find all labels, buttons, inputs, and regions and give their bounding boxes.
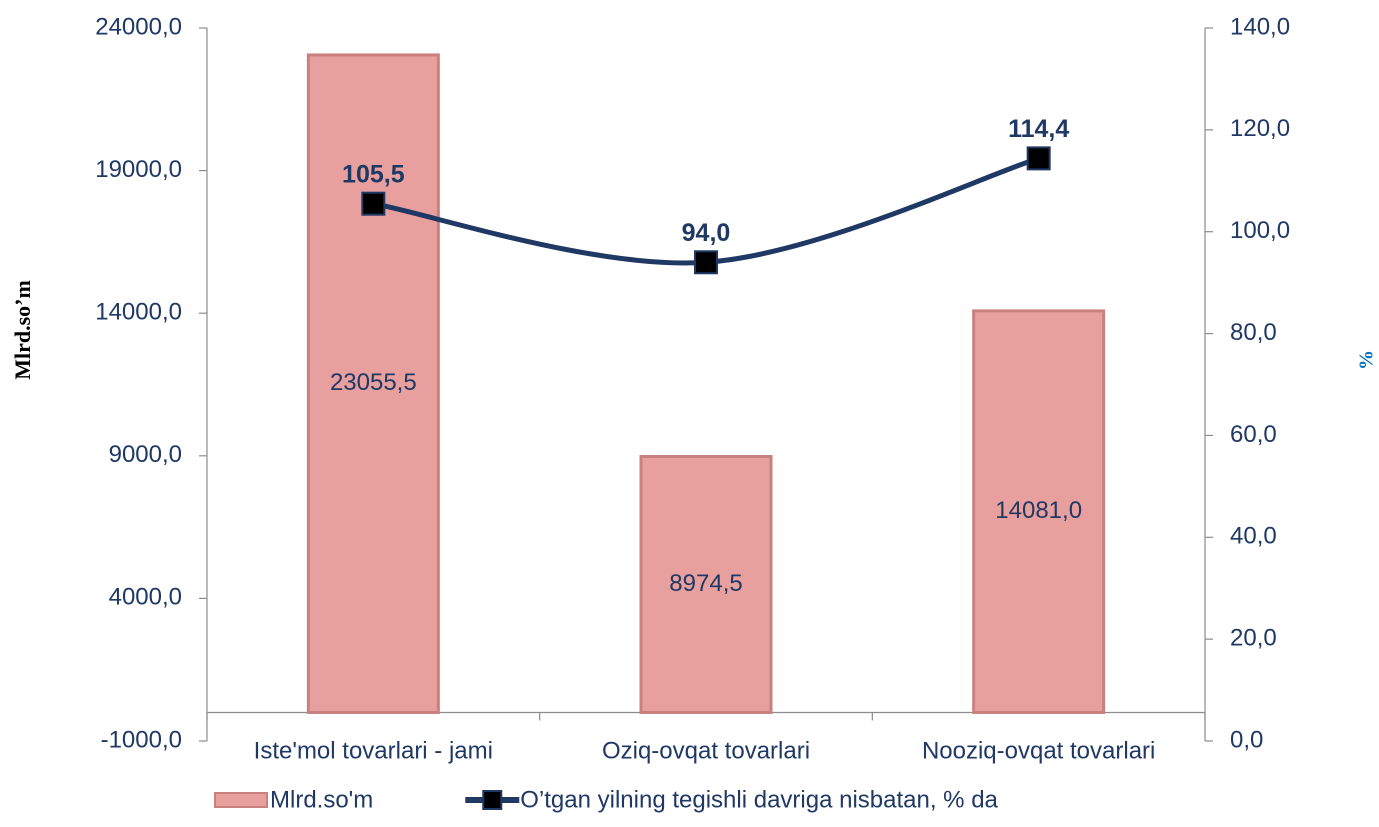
y2-tick-label: 60,0 bbox=[1230, 421, 1277, 448]
y2-tick-label: 140,0 bbox=[1230, 13, 1290, 40]
line-marker bbox=[1026, 146, 1051, 171]
bar bbox=[306, 53, 440, 714]
line-marker bbox=[361, 191, 386, 216]
x-tick-label: Oziq-ovqat tovarlari bbox=[602, 737, 810, 764]
bar bbox=[639, 455, 773, 714]
legend-label: O’tgan yilning tegishli davriga nisbatan… bbox=[520, 786, 998, 813]
legend-swatch bbox=[214, 792, 268, 808]
y2-tick-label: 0,0 bbox=[1230, 726, 1263, 753]
bar bbox=[972, 309, 1106, 714]
y2-tick-label: 120,0 bbox=[1230, 115, 1290, 142]
y-tick-label: 24000,0 bbox=[95, 13, 182, 40]
line-value-label: 105,5 bbox=[342, 160, 405, 188]
y2-tick-label: 80,0 bbox=[1230, 319, 1277, 346]
y-axis-title: Mlrd.so’m bbox=[10, 280, 35, 380]
line-value-label: 94,0 bbox=[682, 219, 731, 247]
y2-tick-label: 100,0 bbox=[1230, 217, 1290, 244]
bar-value-label: 14081,0 bbox=[995, 497, 1082, 524]
y-tick-label: 4000,0 bbox=[109, 584, 182, 611]
line-marker bbox=[694, 250, 718, 275]
bar-value-label: 8974,5 bbox=[669, 570, 742, 597]
legend-label: Mlrd.so'm bbox=[270, 786, 373, 813]
x-tick-label: Nooziq-ovqat tovarlari bbox=[922, 737, 1155, 764]
x-tick-label: Iste'mol tovarlari - jami bbox=[254, 737, 493, 764]
y-tick-label: 14000,0 bbox=[95, 299, 182, 326]
y2-axis-title: % bbox=[1356, 350, 1378, 370]
y-tick-label: -1000,0 bbox=[101, 726, 182, 753]
y-tick-label: 19000,0 bbox=[95, 156, 182, 183]
legend-swatch-marker bbox=[482, 790, 503, 810]
y-tick-label: 9000,0 bbox=[109, 441, 182, 468]
y2-tick-label: 20,0 bbox=[1230, 624, 1277, 651]
line bbox=[372, 155, 1040, 266]
line-value-label: 114,4 bbox=[1008, 115, 1069, 143]
bar-value-label: 23055,5 bbox=[330, 369, 417, 396]
y2-tick-label: 40,0 bbox=[1230, 523, 1277, 550]
